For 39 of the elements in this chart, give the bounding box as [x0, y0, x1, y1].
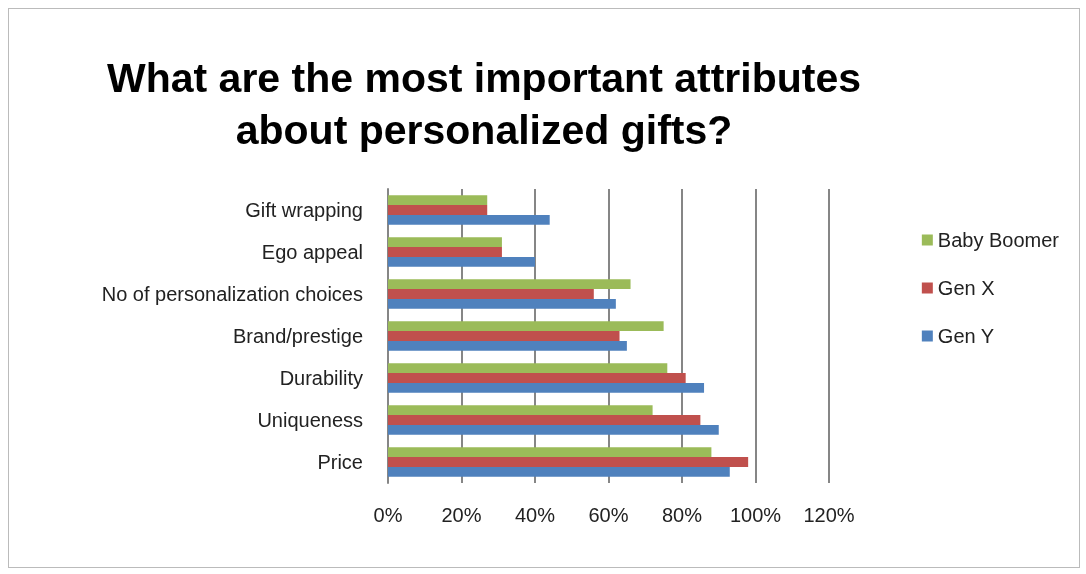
legend-label: Gen X	[937, 277, 995, 299]
bar	[388, 298, 616, 309]
x-tick-label: 40%	[514, 504, 556, 526]
bar	[388, 289, 594, 299]
bar	[388, 214, 550, 225]
bar	[388, 373, 686, 383]
bar	[388, 405, 653, 416]
bar	[388, 466, 730, 477]
y-tick-label: Gift wrapping	[245, 199, 363, 221]
bar	[388, 321, 664, 332]
x-tick-label: 80%	[661, 504, 703, 526]
y-tick-label: Brand/prestige	[232, 325, 363, 347]
bar	[388, 340, 627, 351]
bar	[388, 424, 719, 435]
bar	[388, 363, 668, 374]
x-tick-label: 100%	[729, 504, 782, 526]
bar	[388, 256, 535, 267]
y-tick-label: Uniqueness	[257, 409, 363, 431]
bar	[388, 457, 749, 467]
y-tick-label: Price	[317, 451, 363, 473]
x-tick-label: 20%	[441, 504, 482, 526]
bar	[388, 382, 705, 393]
legend-label: Baby Boomer	[937, 229, 1060, 251]
y-tick-label: Durability	[279, 367, 363, 389]
bar	[388, 205, 488, 215]
y-tick-label: Ego appeal	[261, 241, 363, 263]
chart-title: What are the most important attributes about personalized gifts?	[106, 55, 862, 153]
x-tick-label: 0%	[373, 504, 403, 526]
x-tick-label: 120%	[803, 504, 855, 526]
bar	[388, 247, 502, 257]
legend-label: Gen Y	[937, 325, 995, 347]
x-tick-label: 60%	[588, 504, 629, 526]
bar	[388, 447, 712, 458]
bar	[388, 195, 488, 206]
bar	[388, 415, 701, 425]
bar	[388, 237, 502, 248]
y-tick-label: No of personalization choices	[101, 283, 363, 305]
bar	[388, 279, 631, 290]
bar	[388, 331, 620, 341]
